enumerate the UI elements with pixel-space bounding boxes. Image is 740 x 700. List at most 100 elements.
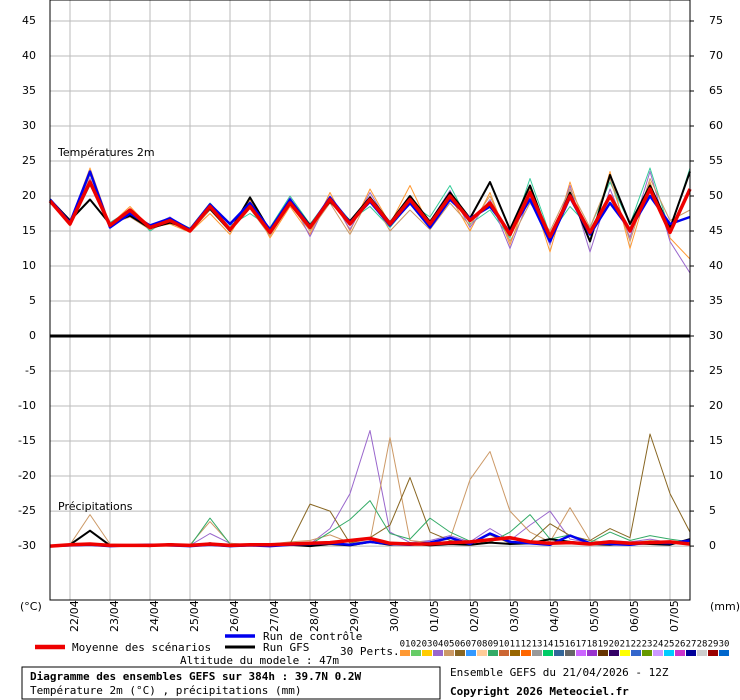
perturbation-number: 15 bbox=[554, 640, 565, 650]
perturbation-number: 05 bbox=[444, 640, 455, 650]
legend-swatch bbox=[400, 650, 410, 656]
perturbation-number: 18 bbox=[587, 640, 598, 650]
y-tick-label: 15 bbox=[22, 224, 36, 237]
y-unit: (°C) bbox=[20, 600, 42, 613]
x-tick-label: 03/05 bbox=[508, 600, 521, 632]
panel-title: Précipitations bbox=[58, 500, 133, 513]
perturbation-number: 08 bbox=[477, 640, 488, 650]
y-tick-label: 35 bbox=[22, 84, 36, 97]
x-tick-label: 07/05 bbox=[668, 600, 681, 632]
perturbation-number: 14 bbox=[543, 640, 554, 650]
x-tick-label: 29/04 bbox=[348, 600, 361, 632]
y-tick-label: -30 bbox=[18, 539, 36, 552]
y2-tick-label: 15 bbox=[709, 434, 723, 447]
y-tick-label: 30 bbox=[22, 119, 36, 132]
plot-frame bbox=[49, 0, 691, 601]
y2-tick-label: 60 bbox=[709, 119, 723, 132]
legend-swatch bbox=[488, 650, 498, 656]
perturbation-number: 07 bbox=[466, 640, 477, 650]
legend-swatch bbox=[411, 650, 421, 656]
y-tick-label: 25 bbox=[22, 154, 36, 167]
legend-swatch bbox=[477, 650, 487, 656]
footer-subtitle: Température 2m (°C) , précipitations (mm… bbox=[30, 684, 302, 697]
perturbation-number: 22 bbox=[631, 640, 642, 650]
perturbation-number: 10 bbox=[499, 640, 510, 650]
perturbation-number: 03 bbox=[422, 640, 433, 650]
panel-title: Températures 2m bbox=[57, 146, 155, 159]
perturbation-number: 11 bbox=[510, 640, 521, 650]
legend-swatch bbox=[708, 650, 718, 656]
perturbation-number: 25 bbox=[664, 640, 675, 650]
perturbation-number: 24 bbox=[653, 640, 664, 650]
y-tick-label: -20 bbox=[18, 469, 36, 482]
legend-swatch bbox=[697, 650, 707, 656]
y2-tick-label: 75 bbox=[709, 14, 723, 27]
x-tick-label: 30/04 bbox=[388, 600, 401, 632]
title-box bbox=[21, 666, 441, 700]
legend-swatch bbox=[422, 650, 432, 656]
copyright: Copyright 2026 Meteociel.fr bbox=[450, 685, 629, 698]
legend-swatch bbox=[543, 650, 553, 656]
y2-tick-label: 45 bbox=[709, 224, 723, 237]
y-tick-label: 45 bbox=[22, 14, 36, 27]
legend-swatch bbox=[587, 650, 597, 656]
y-tick-label: 10 bbox=[22, 259, 36, 272]
grid bbox=[50, 0, 690, 600]
y2-unit: (mm) bbox=[710, 600, 740, 613]
legend-swatch bbox=[642, 650, 652, 656]
x-tick-label: 27/04 bbox=[268, 600, 281, 632]
perturbation-number: 28 bbox=[697, 640, 708, 650]
legend-swatch bbox=[499, 650, 509, 656]
legend-swatch bbox=[532, 650, 542, 656]
x-tick-label: 26/04 bbox=[228, 600, 241, 632]
y2-tick-label: 50 bbox=[709, 189, 723, 202]
y2-tick-label: 0 bbox=[709, 539, 716, 552]
x-tick-label: 28/04 bbox=[308, 600, 321, 632]
perturbation-number: 30 bbox=[719, 640, 730, 650]
y-tick-label: -15 bbox=[18, 434, 36, 447]
legend-swatch bbox=[686, 650, 696, 656]
altitude: Altitude du modele : 47m bbox=[180, 654, 339, 667]
perturbation-number: 01 bbox=[400, 640, 411, 650]
x-tick-label: 02/05 bbox=[468, 600, 481, 632]
perturbation-number: 19 bbox=[598, 640, 609, 650]
series-line bbox=[49, 535, 691, 548]
legend-swatch bbox=[675, 650, 685, 656]
legend-label: Run GFS bbox=[263, 641, 309, 654]
footer-title: Diagramme des ensembles GEFS sur 384h : … bbox=[30, 670, 362, 683]
perturbation-number: 20 bbox=[609, 640, 620, 650]
legend-swatch bbox=[444, 650, 454, 656]
legend-swatch bbox=[664, 650, 674, 656]
x-tick-label: 24/04 bbox=[148, 600, 161, 632]
perturbation-number: 27 bbox=[686, 640, 697, 650]
perturbation-number: 06 bbox=[455, 640, 466, 650]
perturbation-number: 04 bbox=[433, 640, 444, 650]
legend-swatch bbox=[631, 650, 641, 656]
legend-swatch bbox=[433, 650, 443, 656]
x-tick-label: 01/05 bbox=[428, 600, 441, 632]
y2-tick-label: 5 bbox=[709, 504, 716, 517]
legend-label: Moyenne des scénarios bbox=[72, 641, 211, 654]
y2-tick-label: 30 bbox=[709, 329, 723, 342]
y-tick-label: 20 bbox=[22, 189, 36, 202]
x-tick-label: 22/04 bbox=[68, 600, 81, 632]
y-tick-label: -5 bbox=[25, 364, 36, 377]
y-tick-label: -25 bbox=[18, 504, 36, 517]
y-tick-label: 5 bbox=[29, 294, 36, 307]
y2-tick-label: 20 bbox=[709, 399, 723, 412]
x-tick-label: 04/05 bbox=[548, 600, 561, 632]
marks bbox=[48, 167, 692, 548]
legend-swatch bbox=[719, 650, 729, 656]
y2-tick-label: 35 bbox=[709, 294, 723, 307]
perturbation-number: 09 bbox=[488, 640, 499, 650]
y2-tick-label: 65 bbox=[709, 84, 723, 97]
legend-label: Run de contrôle bbox=[263, 630, 362, 643]
y2-tick-label: 25 bbox=[709, 364, 723, 377]
legend-swatch bbox=[598, 650, 608, 656]
perturbation-label: 30 Perts. bbox=[340, 645, 400, 658]
legend-swatch bbox=[455, 650, 465, 656]
x-tick-label: 06/05 bbox=[628, 600, 641, 632]
y2-tick-label: 10 bbox=[709, 469, 723, 482]
legend-swatch bbox=[653, 650, 663, 656]
